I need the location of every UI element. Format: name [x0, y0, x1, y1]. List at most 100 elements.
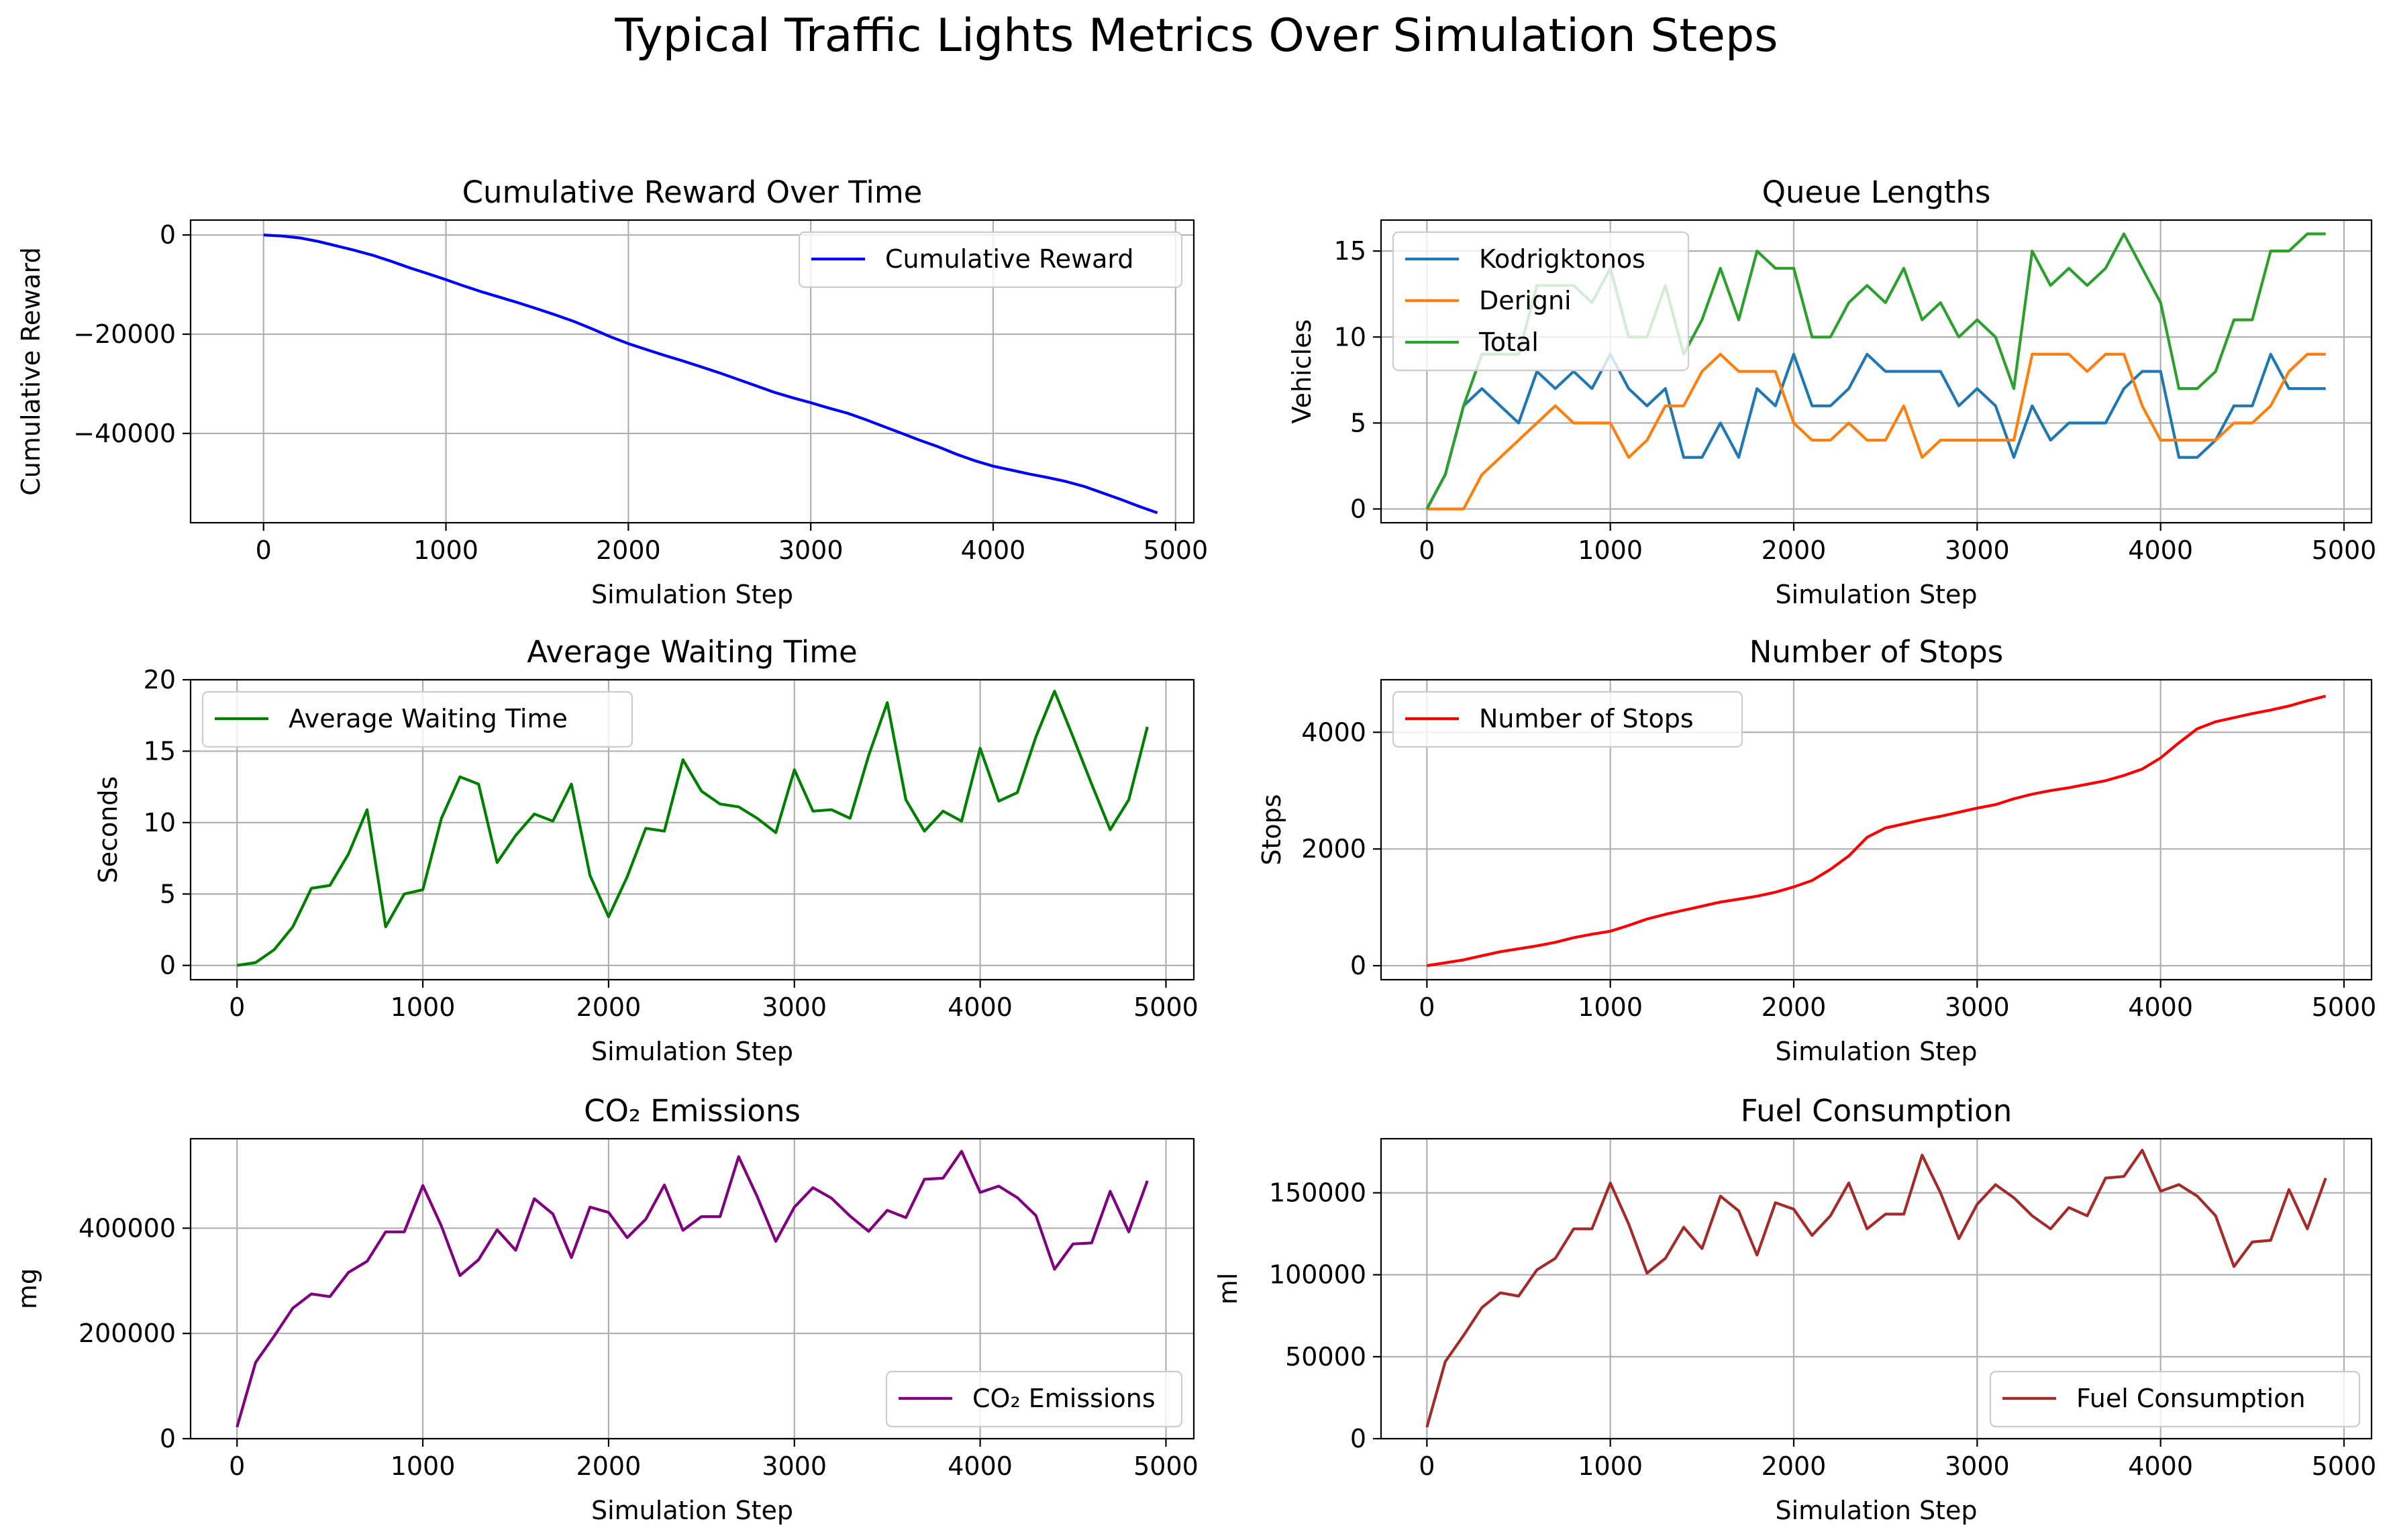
- series-line-1: [236, 689, 1149, 967]
- legend-box: [1392, 231, 1690, 372]
- subplot-4: 0 1000 2000 3000 4000 5000 0 2000 4000 Number of …: [1257, 634, 2376, 1066]
- legend: Number of Stops: [1392, 690, 1743, 748]
- legend: Average Waiting Time: [201, 690, 633, 748]
- y-axis-label: mg: [13, 1268, 42, 1309]
- y-tick-label: 0: [1350, 1424, 1366, 1453]
- x-tick-label: 4000: [2128, 535, 2193, 565]
- x-tick-label: 2000: [576, 992, 642, 1022]
- legend-box: [885, 1370, 1183, 1428]
- subplot-title: Number of Stops: [1749, 634, 2004, 670]
- x-tick-label: 1000: [413, 535, 478, 565]
- y-tick-label: 50000: [1285, 1342, 1366, 1372]
- y-tick-label: −40000: [73, 419, 176, 448]
- axes-frame: [189, 219, 1195, 524]
- legend-label: Fuel Consumption: [2076, 1384, 2306, 1413]
- series-line-1: [236, 1149, 1149, 1428]
- legend: Fuel Consumption: [1989, 1370, 2361, 1428]
- series-line-1: [1425, 1148, 2327, 1428]
- subplot-title: CO₂ Emissions: [584, 1093, 801, 1129]
- subplot-title: Average Waiting Time: [527, 634, 857, 670]
- y-tick-label: 10: [144, 808, 176, 837]
- x-axis-label: Simulation Step: [1775, 1037, 1977, 1066]
- subplot-title: Queue Lengths: [1762, 174, 1991, 210]
- x-tick-label: 0: [1419, 535, 1435, 565]
- y-tick-label: 0: [1350, 495, 1366, 524]
- y-tick-label: 0: [160, 951, 176, 980]
- legend-box: [798, 231, 1183, 289]
- y-tick-label: 0: [160, 1424, 176, 1453]
- axes-frame: [1380, 678, 2373, 981]
- x-tick-label: 3000: [762, 992, 827, 1022]
- legend-label: Number of Stops: [1479, 704, 1694, 733]
- x-axis-label: Simulation Step: [591, 580, 793, 609]
- x-axis-label: Simulation Step: [591, 1496, 793, 1525]
- y-axis-label: Cumulative Reward: [16, 247, 46, 495]
- x-tick-label: 1000: [1578, 1451, 1643, 1481]
- y-tick-label: 15: [1334, 236, 1366, 266]
- y-axis-label: ml: [1213, 1273, 1243, 1305]
- subplot-3: 0 1000 2000 3000 4000 5000 0 5 10 15 20 Average Wai…: [93, 634, 1199, 1066]
- x-tick-label: 2000: [1762, 535, 1827, 565]
- subplot-title: Fuel Consumption: [1741, 1093, 2012, 1129]
- x-tick-label: 0: [229, 992, 245, 1022]
- y-tick-label: 15: [144, 736, 176, 766]
- legend: Cumulative Reward: [798, 231, 1183, 289]
- figure-title: Typical Traffic Lights Metrics Over Simu…: [615, 9, 1778, 62]
- legend-label: Kodrigktonos: [1479, 244, 1645, 274]
- x-tick-label: 5000: [1143, 535, 1208, 565]
- y-tick-label: 20: [144, 665, 176, 695]
- y-tick-label: 150000: [1269, 1178, 1366, 1208]
- y-tick-label: 100000: [1269, 1260, 1366, 1290]
- x-tick-label: 2000: [576, 1451, 642, 1481]
- x-tick-label: 5000: [2312, 992, 2377, 1022]
- axes-frame: [1380, 219, 2373, 524]
- x-tick-label: 1000: [1578, 992, 1643, 1022]
- x-tick-label: 2000: [1762, 992, 1827, 1022]
- y-axis-label: Seconds: [93, 776, 123, 884]
- legend-label: Derigni: [1479, 286, 1572, 315]
- y-axis-label: Vehicles: [1287, 319, 1317, 424]
- y-tick-label: 5: [160, 879, 176, 909]
- x-tick-label: 1000: [1578, 535, 1643, 565]
- axes-frame: [189, 1137, 1195, 1440]
- x-tick-label: 3000: [1945, 1451, 2010, 1481]
- x-tick-label: 4000: [948, 992, 1013, 1022]
- x-tick-label: 4000: [948, 1451, 1013, 1481]
- legend: Kodrigktonos Derigni Total: [1392, 231, 1690, 372]
- x-tick-label: 3000: [1945, 535, 2010, 565]
- x-tick-label: 4000: [961, 535, 1026, 565]
- subplot-2: 0 1000 2000 3000 4000 5000 0 5 10 15 Queue Lengths…: [1287, 174, 2376, 609]
- legend-box: [1989, 1370, 2361, 1428]
- x-tick-label: 3000: [762, 1451, 827, 1481]
- legend-label: Average Waiting Time: [289, 704, 568, 733]
- x-tick-label: 3000: [778, 535, 844, 565]
- x-axis-label: Simulation Step: [1775, 580, 1977, 609]
- y-tick-label: 10: [1334, 322, 1366, 352]
- x-tick-label: 1000: [391, 1451, 456, 1481]
- x-tick-label: 0: [1419, 1451, 1435, 1481]
- series-line-1: [263, 234, 1158, 515]
- x-tick-label: 5000: [1133, 1451, 1199, 1481]
- y-tick-label: 2000: [1301, 834, 1366, 864]
- legend-label: Cumulative Reward: [885, 244, 1133, 274]
- subplot-6: 0 1000 2000 3000 4000 5000050000100000150000F…: [1213, 1093, 2376, 1525]
- x-axis-label: Simulation Step: [591, 1037, 793, 1066]
- y-tick-label: 0: [160, 220, 176, 250]
- y-axis-label: Stops: [1257, 794, 1286, 865]
- axes-frame: [189, 678, 1195, 981]
- series-line-1: [1426, 695, 2327, 968]
- x-axis-label: Simulation Step: [1775, 1496, 1977, 1525]
- subplot-5: 0 1000 2000 3000 4000 5000 0 200000 400000 CO₂ Em…: [13, 1093, 1199, 1525]
- y-tick-label: 200000: [79, 1319, 176, 1348]
- x-tick-label: 1000: [391, 992, 456, 1022]
- legend: CO₂ Emissions: [885, 1370, 1183, 1428]
- legend-box: [201, 690, 633, 748]
- subplot-1: 0 1000 2000 3000 4000 5000 0 −20000 −40000 Cumula…: [16, 174, 1208, 609]
- x-tick-label: 5000: [1133, 992, 1199, 1022]
- x-tick-label: 5000: [2312, 1451, 2377, 1481]
- y-tick-label: −20000: [73, 319, 176, 349]
- legend-box: [1392, 690, 1743, 748]
- legend-label: Total: [1478, 327, 1539, 357]
- x-tick-label: 0: [1419, 992, 1435, 1022]
